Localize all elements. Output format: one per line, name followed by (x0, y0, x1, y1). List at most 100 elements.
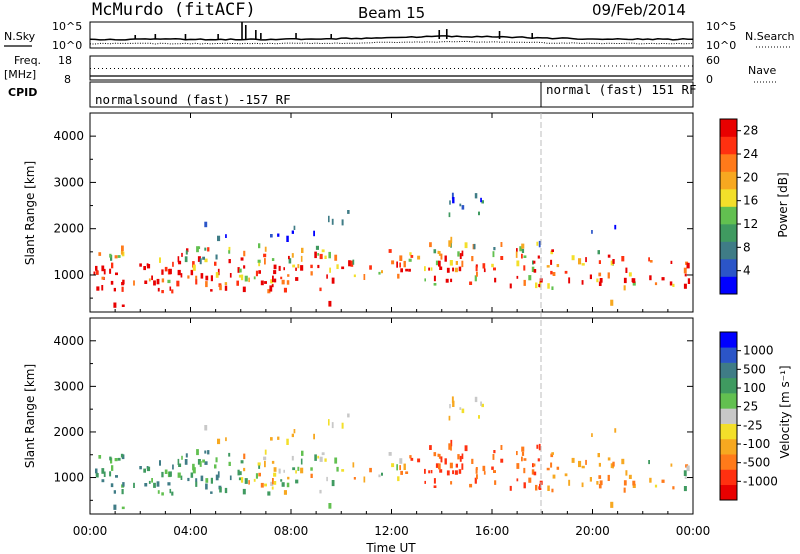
velocity-cell (98, 455, 102, 459)
power-cell (448, 212, 451, 218)
velocity-cell (469, 483, 473, 488)
power-panel: 1000 2000 3000 4000 Slant Range [km] (23, 112, 694, 313)
velocity-cell (95, 468, 98, 474)
velocity-cell (263, 456, 267, 461)
velocity-cell (535, 484, 538, 491)
power-cell (597, 250, 600, 255)
velocity-cell (500, 445, 503, 450)
power-cell (581, 280, 584, 285)
power-cell (291, 253, 294, 258)
velocity-cell (474, 396, 478, 403)
velocity-cell (210, 491, 213, 494)
power-cell (493, 267, 496, 271)
power-cell (321, 249, 325, 253)
velocity-cell (607, 474, 610, 481)
power-cell (578, 258, 582, 265)
power-cell (396, 261, 398, 268)
power-cell (556, 264, 560, 268)
velocity-cell (435, 463, 440, 468)
power-cell (172, 261, 174, 267)
power-cell (433, 283, 437, 286)
noise-spikes (134, 22, 534, 39)
power-cell (185, 250, 188, 255)
power-cell (205, 281, 208, 288)
y-tick-label: 1000 (53, 268, 84, 282)
velocity-cell (204, 461, 208, 465)
velocity-cell (546, 467, 550, 471)
power-cell (440, 253, 443, 260)
colorbar-frame (719, 331, 738, 501)
power-cell (214, 261, 217, 266)
power-cell (157, 287, 160, 292)
velocity-cell (523, 467, 526, 474)
power-cell (177, 256, 180, 263)
velocity-cell (528, 477, 532, 483)
colorbar-segment (720, 377, 737, 394)
power-cell (103, 268, 106, 275)
velocity-cell (403, 463, 406, 470)
velocity-cell (286, 482, 290, 488)
power-cell (409, 252, 412, 256)
nsky-label: N.Sky (4, 30, 36, 43)
colorbar-segment (720, 362, 737, 379)
velocity-cell (273, 481, 277, 485)
colorbar-tick-label: -500 (743, 456, 770, 470)
velocity-cell (169, 471, 172, 477)
velocity-cell (205, 478, 209, 483)
power-cell (215, 254, 218, 260)
velocity-cell (654, 484, 658, 488)
power-cell (205, 275, 209, 281)
velocity-cell (144, 483, 148, 487)
power-cell (500, 256, 504, 260)
velocity-cell (483, 471, 486, 475)
x-tick-label: 00:00 (73, 524, 108, 538)
velocity-cell (225, 437, 227, 442)
power-cell (239, 268, 242, 273)
colorbar-tick-label: 28 (743, 124, 758, 138)
velocity-cell (215, 474, 219, 481)
velocity-cell (455, 463, 458, 468)
power-cell (217, 268, 220, 276)
power-cell (161, 278, 165, 283)
power-cell (217, 235, 221, 242)
power-cell (459, 253, 462, 259)
velocity-cell (464, 445, 468, 452)
velocity-cell (457, 454, 460, 460)
velocity-cell (429, 445, 432, 450)
power-cell (539, 281, 542, 288)
power-cell (331, 277, 335, 284)
velocity-cell (538, 486, 541, 490)
power-cell (341, 266, 345, 270)
y-tick-label: 4000 (53, 334, 84, 348)
power-cell (458, 266, 462, 272)
power-cell (328, 300, 332, 307)
power-cell (300, 265, 304, 271)
power-cell (324, 255, 327, 259)
power-cell (215, 272, 219, 278)
power-cell (101, 276, 105, 280)
power-cell (433, 249, 437, 254)
velocity-cell (598, 475, 602, 479)
velocity-cell (196, 449, 199, 456)
x-tick-label: 08:00 (274, 524, 309, 538)
velocity-panel: 1000 2000 3000 4000 Slant Range [km] (23, 317, 694, 515)
velocity-cell (300, 458, 303, 465)
velocity-cell (111, 465, 114, 471)
velocity-cell (480, 401, 482, 406)
velocity-cell (139, 466, 142, 470)
velocity-cell (109, 471, 112, 477)
power-cell (350, 260, 354, 267)
velocity-cell (157, 490, 160, 494)
power-cell (536, 241, 539, 246)
velocity-cell (581, 482, 584, 488)
noise-panel: 10^5 10^0 10^5 10^0 (52, 20, 736, 52)
colorbar-segment (720, 259, 737, 277)
nsearch-line (89, 40, 693, 45)
velocity-cell (113, 490, 116, 494)
velocity-cell (228, 461, 231, 466)
colorbar-segment (720, 423, 737, 440)
power-cell (283, 267, 285, 271)
power-cell (161, 290, 164, 294)
velocity-cell (538, 443, 541, 451)
power-cell (500, 242, 503, 247)
